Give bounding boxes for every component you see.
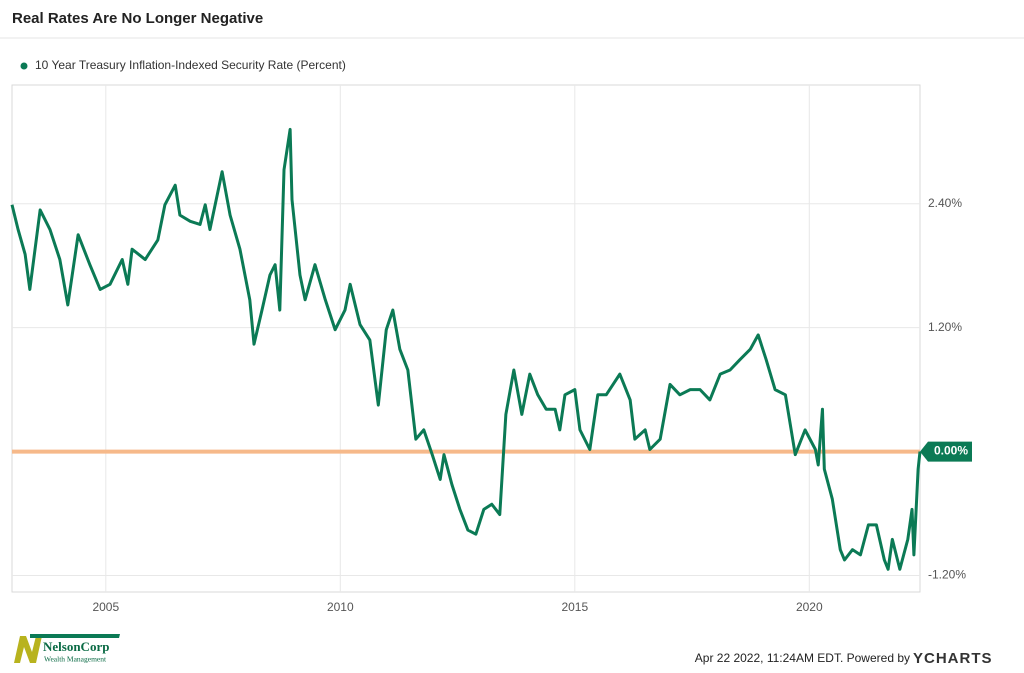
end-label: 0.00% — [934, 444, 968, 458]
chart-title: Real Rates Are No Longer Negative — [12, 10, 263, 27]
y-tick-label: 1.20% — [928, 320, 962, 334]
y-tick-label: 2.40% — [928, 196, 962, 210]
x-tick-label: 2010 — [327, 600, 354, 614]
y-tick-label: -1.20% — [928, 568, 966, 582]
end-badge — [920, 441, 972, 462]
brand: YCHARTS — [913, 650, 993, 667]
x-tick-label: 2005 — [92, 600, 119, 614]
legend-label: 10 Year Treasury Inflation-Indexed Secur… — [35, 58, 346, 72]
x-tick-label: 2020 — [796, 600, 823, 614]
logo-mark — [14, 636, 42, 663]
timestamp: Apr 22 2022, 11:24AM EDT. Powered by — [695, 651, 910, 665]
series-line — [10, 127, 922, 571]
logo-bar — [30, 634, 120, 638]
logo: NelsonCorp Wealth Management — [14, 634, 120, 664]
logo-sub: Wealth Management — [44, 655, 107, 664]
x-tick-label: 2015 — [561, 600, 588, 614]
plot-frame — [11, 84, 921, 593]
legend-swatch — [20, 62, 28, 70]
logo-name: NelsonCorp — [43, 639, 109, 654]
